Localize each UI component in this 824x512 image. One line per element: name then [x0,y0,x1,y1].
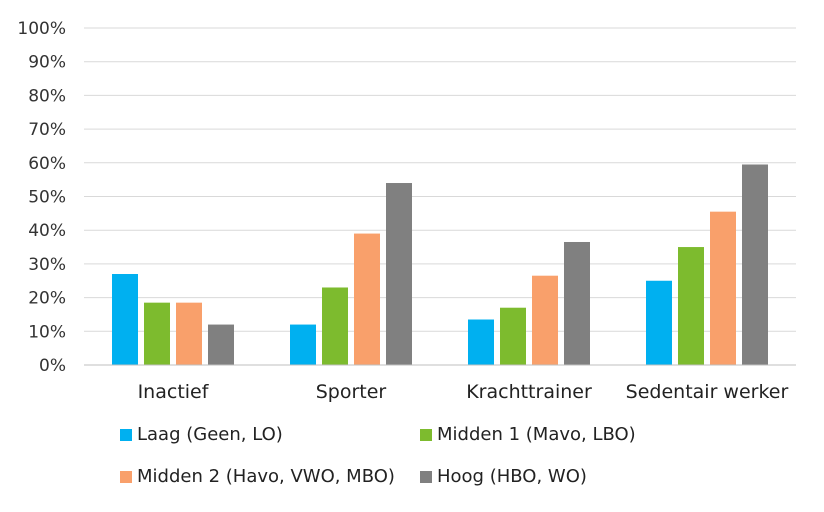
bar [322,287,348,365]
legend-label: Midden 2 (Havo, VWO, MBO) [137,466,395,487]
y-tick-label: 30% [28,255,66,275]
x-axis-category-labels: Inactief Sporter Krachttrainer Sedentair we… [138,381,789,403]
bar [564,241,590,365]
legend-swatch [120,470,132,483]
legend-label: Midden 1 (Mavo, LBO) [437,424,636,445]
legend-item: Midden 2 (Havo, VWO, MBO) [120,466,395,487]
y-tick-label: 80% [28,86,66,106]
legend-label: Hoog (HBO, WO) [437,466,587,487]
legend-swatch [420,470,432,483]
legend-label: Laag (Geen, LO) [137,424,283,445]
y-tick-label: 40% [28,221,66,241]
bar [176,302,202,365]
bar [710,211,736,365]
bars [112,164,768,365]
bar [144,302,170,365]
bar [742,164,768,365]
bar [532,275,558,365]
legend-item: Laag (Geen, LO) [120,424,283,445]
x-category-label: Inactief [138,381,210,403]
bar [468,319,494,365]
legend-item: Midden 1 (Mavo, LBO) [420,424,636,445]
legend-item: Hoog (HBO, WO) [420,466,587,487]
x-category-label: Krachttrainer [466,381,592,403]
legend-swatch [120,428,132,441]
y-tick-label: 90% [28,53,66,73]
bar [678,247,704,365]
bar [112,274,138,365]
y-tick-label: 50% [28,188,66,208]
legend-swatch [420,428,432,441]
y-tick-label: 20% [28,289,66,309]
y-tick-label: 60% [28,154,66,174]
bar [500,307,526,365]
y-tick-label: 10% [28,322,66,342]
bar [386,183,412,365]
bar [354,233,380,365]
y-axis-tick-labels: 0% 10% 20% 30% 40% 50% 60% 70% 80% 90% 100% [17,19,66,376]
bar [290,324,316,365]
x-category-label: Sedentair werker [626,381,789,403]
bar [208,324,234,365]
y-tick-label: 100% [17,19,66,39]
y-tick-label: 0% [39,356,66,376]
x-category-label: Sporter [316,381,387,403]
bar [646,280,672,365]
gridlines [84,27,796,332]
y-tick-label: 70% [28,120,66,140]
